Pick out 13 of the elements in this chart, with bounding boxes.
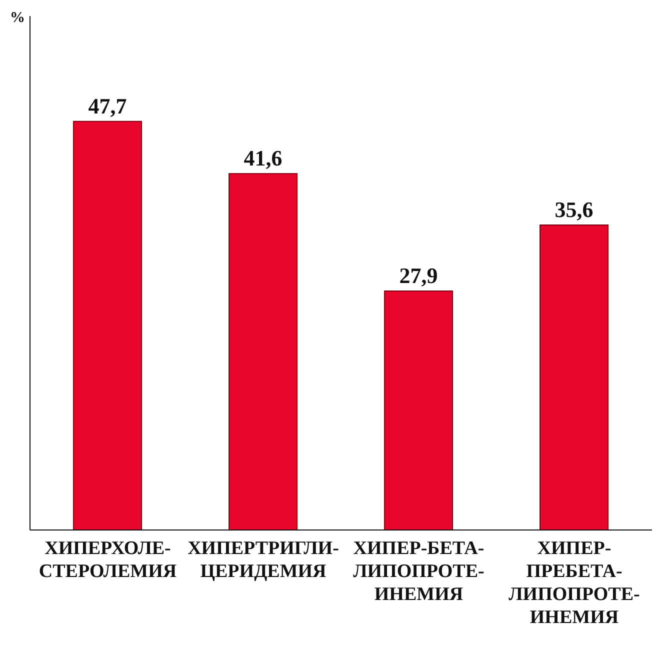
data-label: 47,7 <box>88 93 127 118</box>
data-label: 41,6 <box>244 146 282 171</box>
text: % <box>10 10 25 27</box>
data-label: 27,9 <box>399 262 438 288</box>
bar <box>228 173 298 530</box>
x-tick-label: ХИПЕР- ПРЕБЕТА- ЛИПОПРОТЕ- ИНЕМИЯ <box>508 538 640 628</box>
x-tick-label: ХИПЕРТРИГЛИ- ЦЕРИДЕМИЯ <box>188 538 339 582</box>
x-tick-label: ХИПЕРХОЛЕ- СТЕРОЛЕМИЯ <box>38 538 177 582</box>
bar <box>73 120 142 530</box>
bar <box>384 290 454 530</box>
x-tick-label: ХИПЕР-БЕТА- ЛИПОПРОТЕ- ИНЕМИЯ <box>353 538 484 605</box>
bar <box>540 224 609 530</box>
data-label: 35,6 <box>554 197 594 222</box>
